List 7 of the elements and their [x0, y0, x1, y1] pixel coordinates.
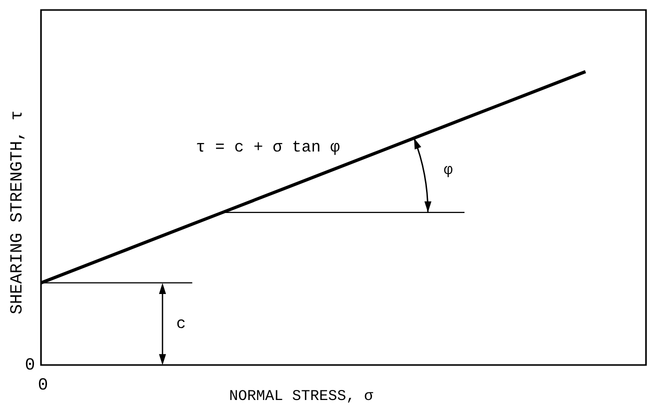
- annotation: φ: [444, 162, 453, 180]
- y-axis-title: SHEARING STRENGTH, τ: [8, 110, 28, 314]
- x-axis-title: NORMAL STRESS, σ: [229, 388, 374, 405]
- text: 0: [38, 376, 48, 396]
- text: 0: [24, 356, 36, 376]
- annotation: c: [176, 315, 186, 334]
- annotation: τ = c + σ tan φ: [196, 138, 340, 156]
